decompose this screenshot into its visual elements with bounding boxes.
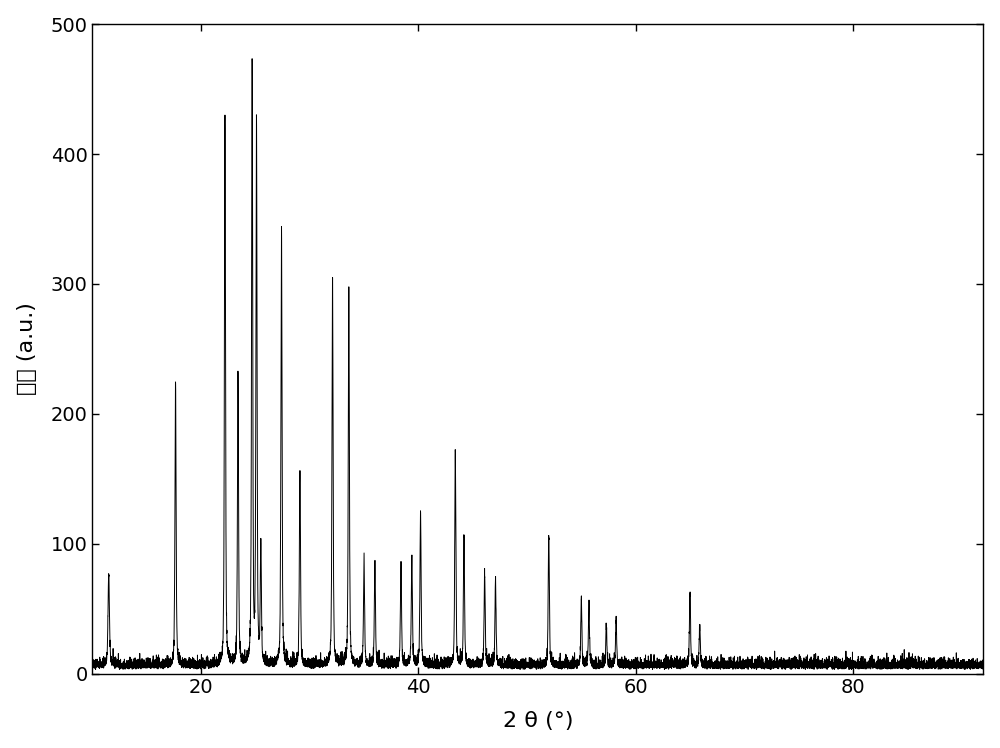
Y-axis label: 强度 (a.u.): 强度 (a.u.) [17, 302, 37, 395]
X-axis label: 2 θ (°): 2 θ (°) [503, 711, 573, 732]
